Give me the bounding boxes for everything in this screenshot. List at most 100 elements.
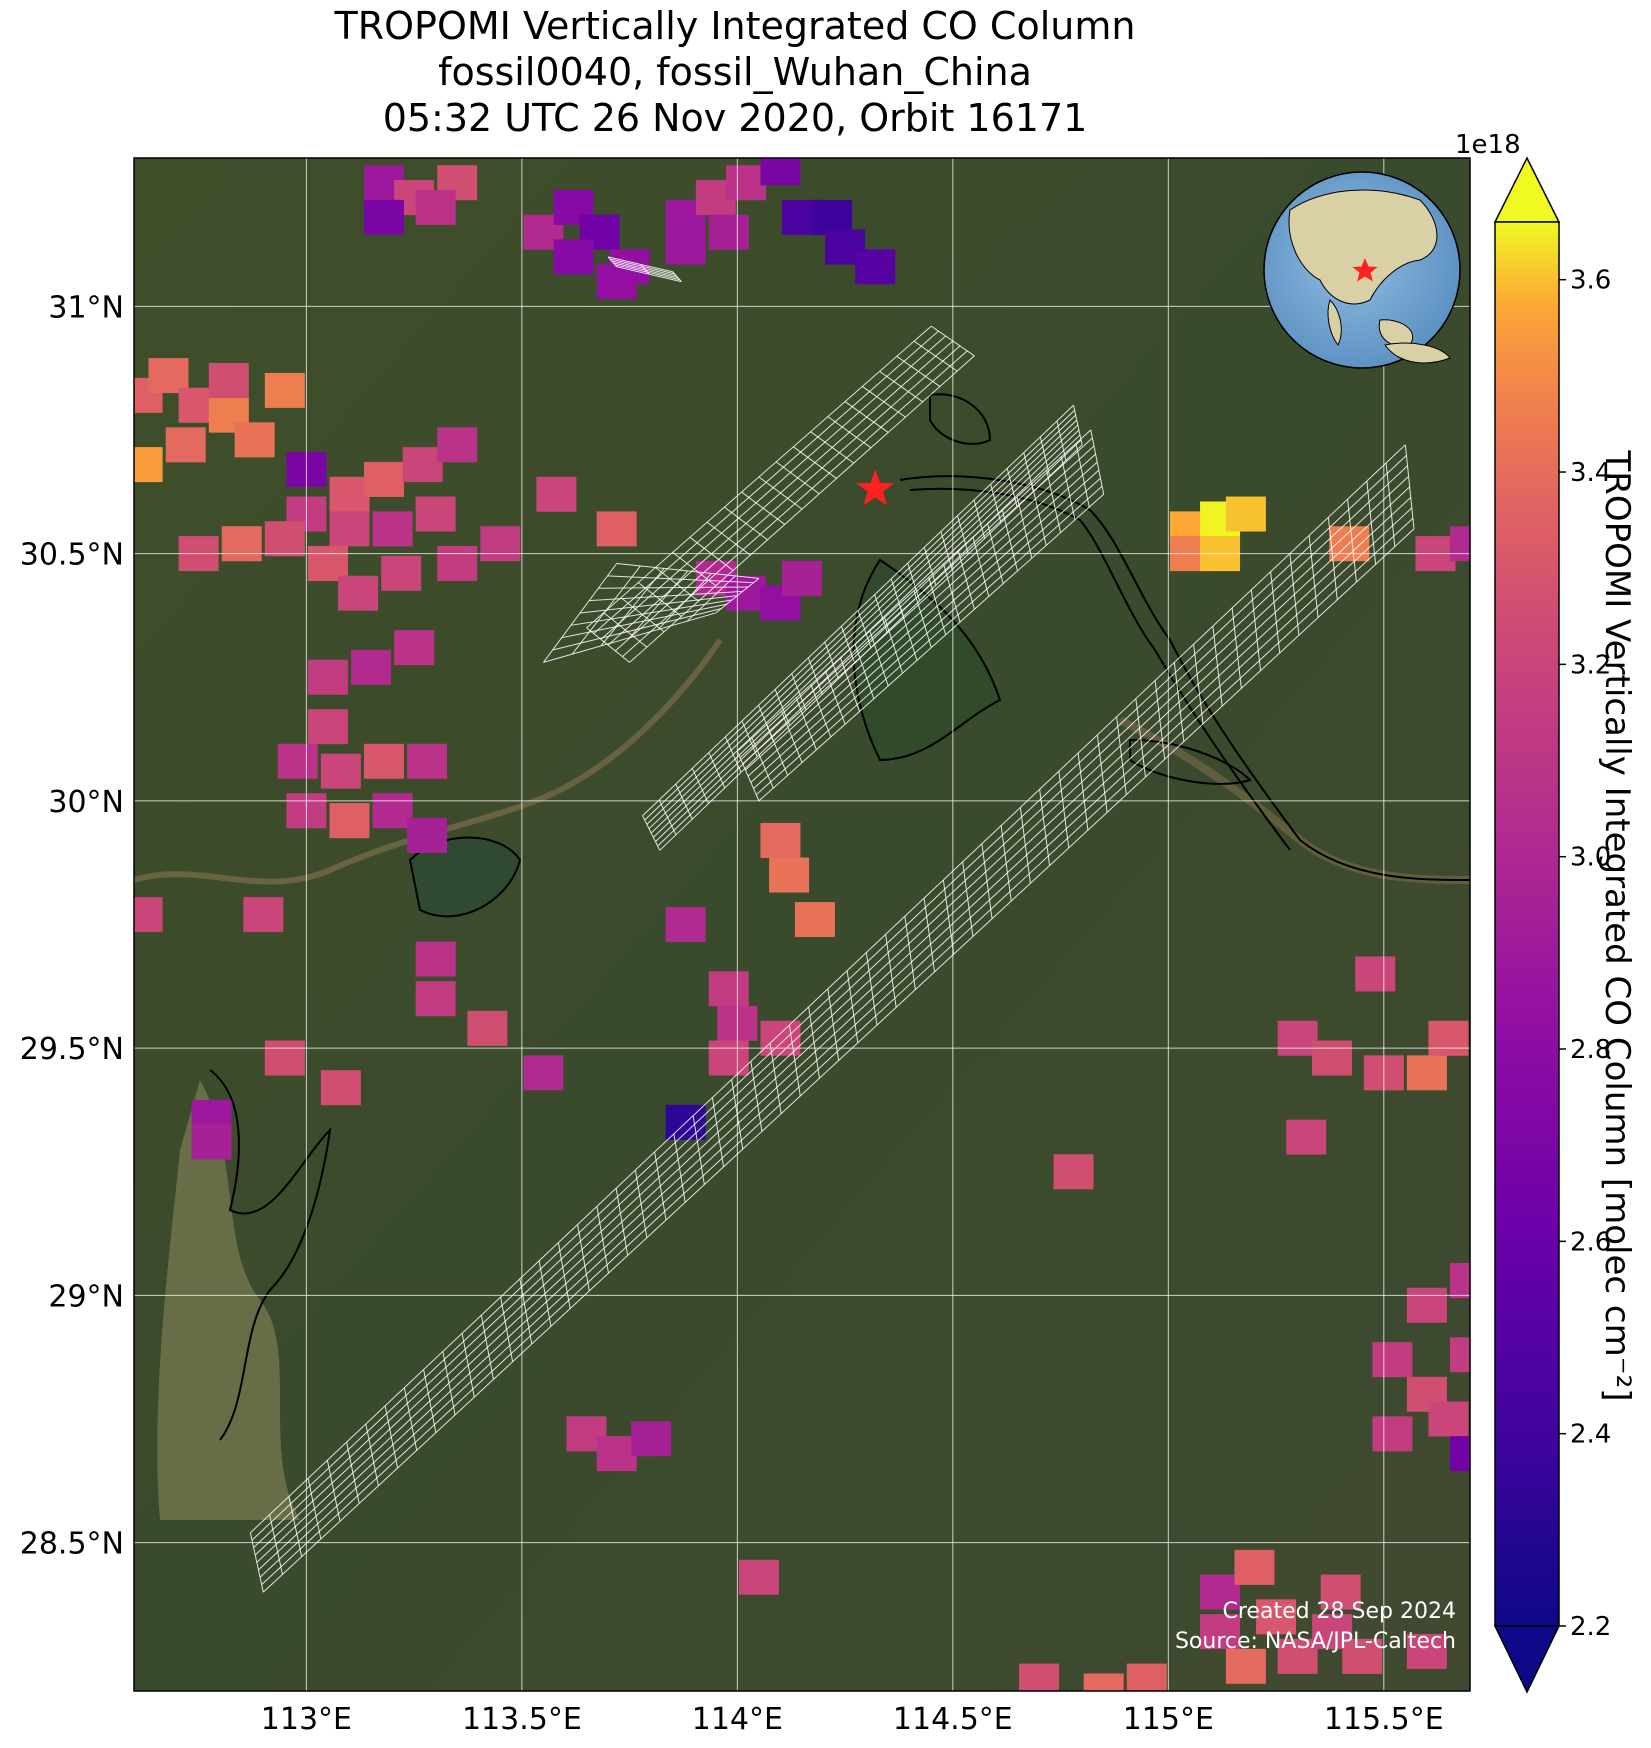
co-pixel bbox=[320, 753, 361, 789]
co-pixel bbox=[1126, 1663, 1167, 1691]
footprint-line bbox=[607, 340, 954, 646]
footprint-line bbox=[256, 486, 1411, 1563]
co-pixel bbox=[665, 229, 706, 265]
footprint-line bbox=[659, 444, 1083, 851]
footprint-line bbox=[657, 439, 1082, 847]
co-pixel bbox=[596, 264, 637, 300]
co-pixel bbox=[1234, 1549, 1275, 1585]
footprint-line bbox=[1404, 444, 1415, 529]
co-pixel bbox=[708, 1040, 749, 1076]
co-pixel bbox=[596, 511, 637, 547]
footprint-line bbox=[258, 496, 1412, 1571]
co-pixel bbox=[191, 1124, 232, 1160]
x-tick-label: 114°E bbox=[692, 1702, 783, 1737]
co-pixel bbox=[794, 902, 835, 938]
co-pixel bbox=[708, 971, 749, 1007]
co-pixel bbox=[725, 575, 766, 611]
footprint-line bbox=[686, 575, 736, 622]
co-pixel bbox=[415, 941, 456, 977]
globe-asia bbox=[1288, 189, 1438, 305]
footprint-line bbox=[614, 345, 961, 652]
credit-created: Created 28 Sep 2024 bbox=[1223, 1599, 1457, 1624]
co-pixel bbox=[725, 165, 766, 201]
co-pixel bbox=[221, 526, 262, 562]
co-pixels-layer bbox=[134, 158, 1470, 1691]
co-pixel bbox=[134, 447, 163, 483]
co-pixel bbox=[338, 575, 379, 611]
footprint-line bbox=[607, 256, 673, 273]
footprint-swath bbox=[642, 404, 1083, 851]
footprint-line bbox=[600, 568, 665, 647]
co-pixel bbox=[812, 199, 853, 235]
co-pixel bbox=[402, 447, 443, 483]
footprint-line bbox=[652, 429, 1080, 838]
co-pixel bbox=[329, 803, 370, 839]
footprint-line bbox=[262, 528, 1415, 1593]
credit-source: Source: NASA/JPL-Caltech bbox=[1175, 1629, 1456, 1654]
footprint-line bbox=[650, 424, 1079, 834]
x-tick-labels: 113°E 113.5°E 114°E 114.5°E 115°E 115.5°E bbox=[261, 1702, 1444, 1737]
co-pixel bbox=[1225, 1648, 1266, 1684]
colorbar-bar bbox=[1494, 221, 1560, 1627]
x-tick-label: 114.5°E bbox=[893, 1702, 1013, 1737]
co-pixel bbox=[320, 1070, 361, 1106]
co-pixel bbox=[208, 363, 249, 399]
footprint-swath bbox=[607, 256, 682, 283]
footprint-line bbox=[261, 518, 1414, 1586]
co-pixel bbox=[467, 1010, 508, 1046]
colorbar: 2.2 2.4 2.6 2.8 3.0 3.2 3.4 3.6 1e18 TROPOMI Ve… bbox=[1455, 130, 1637, 1694]
colorbar-tick-label: 3.2 bbox=[1570, 650, 1611, 680]
co-pixel bbox=[1083, 1673, 1124, 1691]
co-pixel bbox=[415, 981, 456, 1017]
co-pixel bbox=[351, 649, 392, 685]
co-pixel bbox=[264, 521, 305, 557]
co-pixel bbox=[134, 897, 163, 933]
footprint-line bbox=[259, 507, 1413, 1578]
co-pixel bbox=[760, 822, 801, 858]
y-tick-label: 29.5°N bbox=[20, 1032, 124, 1067]
colorbar-tick-label: 2.4 bbox=[1570, 1420, 1611, 1450]
co-pixel bbox=[1406, 1287, 1447, 1323]
footprint-line bbox=[253, 465, 1408, 1548]
co-pixel bbox=[437, 427, 478, 463]
colorbar-ticks: 2.2 2.4 2.6 2.8 3.0 3.2 3.4 3.6 bbox=[1559, 266, 1611, 1642]
co-pixel bbox=[1428, 1401, 1469, 1437]
co-pixel bbox=[234, 422, 275, 458]
colorbar-tick-label: 3.0 bbox=[1570, 843, 1611, 873]
co-pixel bbox=[1450, 1337, 1470, 1373]
co-pixel bbox=[536, 476, 577, 512]
co-pixel bbox=[363, 461, 404, 497]
colorbar-label: TROPOMI Vertically Integrated CO Column … bbox=[1597, 449, 1637, 1401]
x-tick-label: 113.5°E bbox=[462, 1702, 582, 1737]
gridlines bbox=[134, 158, 1470, 1691]
globe-australia bbox=[1384, 342, 1451, 364]
footprint-line bbox=[543, 563, 618, 663]
co-pixel bbox=[855, 249, 896, 285]
co-pixel bbox=[523, 1055, 564, 1091]
co-pixel bbox=[1372, 1416, 1413, 1452]
co-pixel bbox=[1320, 1574, 1361, 1610]
co-pixel bbox=[760, 158, 801, 186]
colorbar-tick-label: 2.8 bbox=[1570, 1035, 1611, 1065]
co-pixel bbox=[363, 743, 404, 779]
footprint-line bbox=[750, 469, 1100, 783]
footprint-line bbox=[614, 264, 680, 281]
footprint-swath bbox=[543, 563, 760, 663]
footprint-line bbox=[250, 444, 1406, 1534]
co-pixel bbox=[760, 1020, 801, 1056]
co-pixel bbox=[1019, 1663, 1060, 1691]
co-pixel bbox=[307, 709, 348, 745]
co-pixel bbox=[1355, 956, 1396, 992]
co-pixel bbox=[665, 907, 706, 942]
footprint-line bbox=[747, 461, 1098, 777]
co-pixel bbox=[1312, 1040, 1353, 1076]
co-pixel bbox=[437, 546, 478, 582]
footprint-line bbox=[657, 573, 712, 630]
x-tick-label: 113°E bbox=[261, 1702, 352, 1737]
y-tick-label: 30°N bbox=[48, 785, 124, 820]
y-tick-labels: 28.5°N 29°N 29.5°N 30°N 30.5°N 31°N bbox=[20, 290, 124, 1561]
co-pixel bbox=[1372, 1342, 1413, 1378]
footprint-line bbox=[758, 493, 1105, 802]
co-pixel bbox=[1225, 496, 1266, 532]
